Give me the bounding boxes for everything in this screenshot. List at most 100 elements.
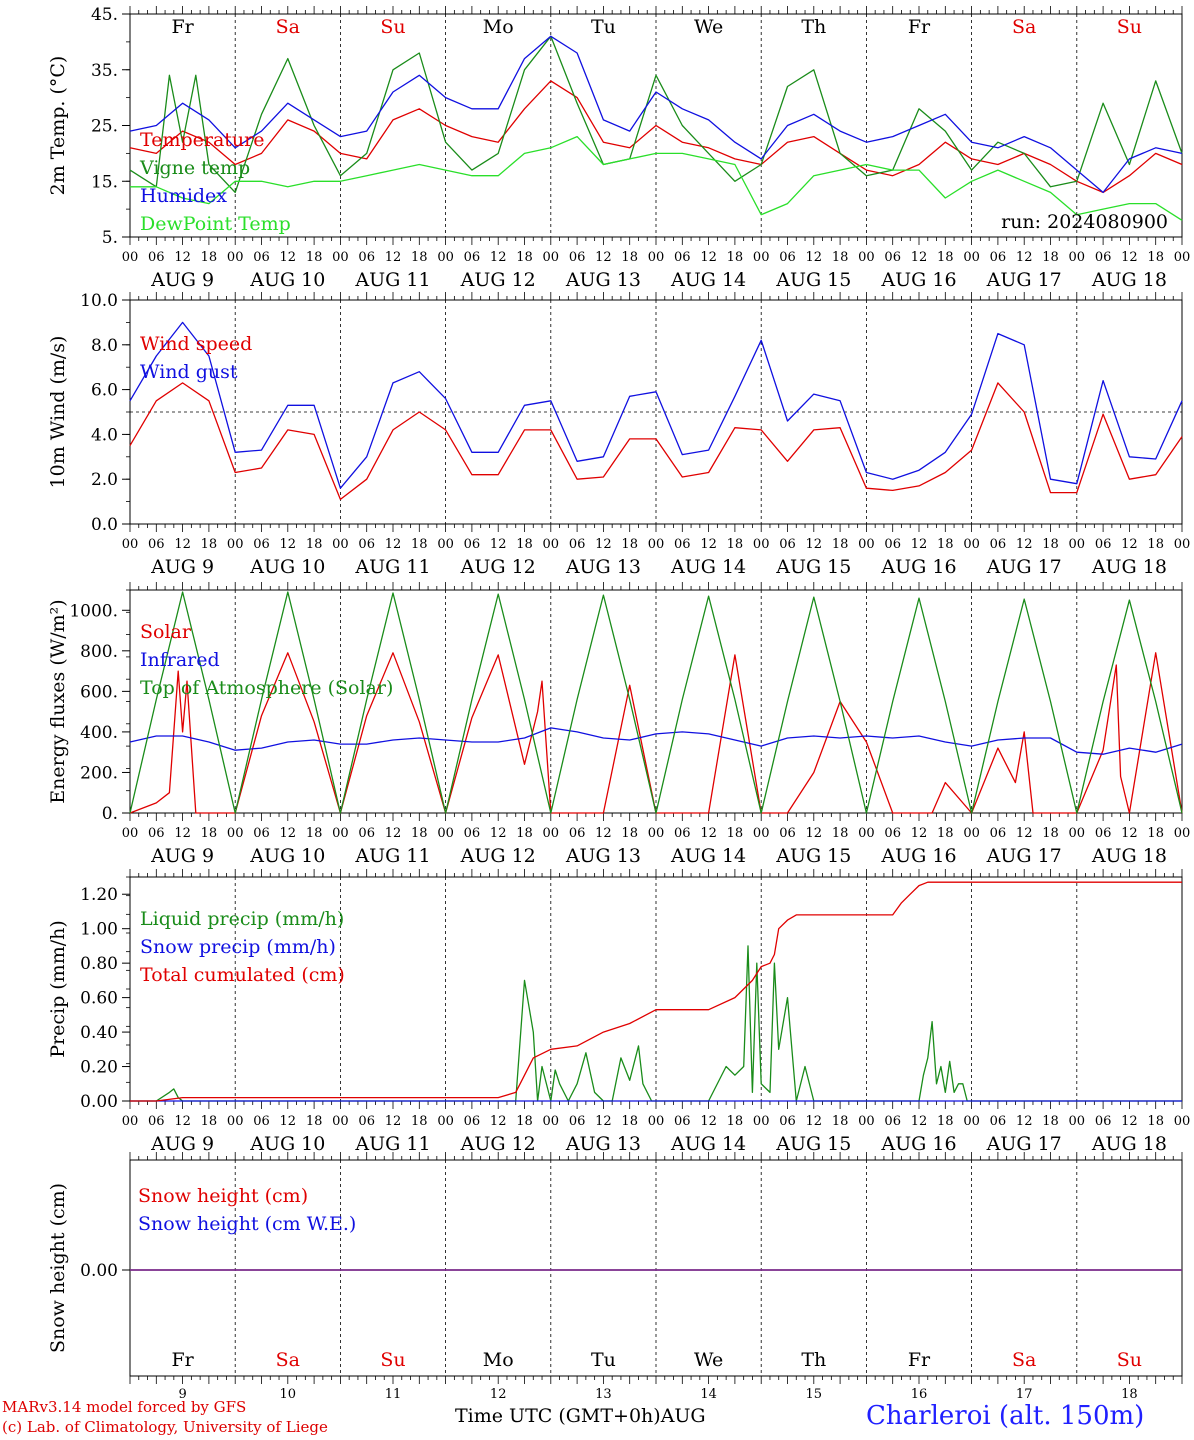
hour-tick-label: 18	[306, 537, 323, 552]
legend-entry: Wind speed	[140, 333, 252, 355]
hour-tick-label: 00	[1069, 537, 1086, 552]
series-line-wind-speed	[129, 382, 1183, 501]
hour-tick-label: 00	[858, 1114, 875, 1129]
day-name-bottom: Sa	[276, 1349, 300, 1371]
hour-tick-label: 18	[621, 1114, 638, 1129]
hour-tick-label: 12	[385, 250, 402, 265]
y-tick-label: 0.20	[80, 1058, 118, 1078]
series-line-vigne-temp	[129, 35, 1183, 194]
date-label: AUG 14	[670, 269, 746, 291]
date-label: AUG 12	[460, 1133, 536, 1155]
hour-tick-label: 12	[174, 250, 191, 265]
hour-tick-label: 06	[779, 1114, 796, 1129]
hour-tick-label: 18	[306, 826, 323, 841]
hour-tick-label: 06	[884, 1114, 901, 1129]
hour-tick-label: 12	[806, 1114, 823, 1129]
day-number: 18	[1121, 1387, 1138, 1402]
date-label: AUG 13	[565, 1133, 641, 1155]
hour-tick-label: 00	[753, 250, 770, 265]
hour-tick-label: 00	[227, 250, 244, 265]
hour-tick-label: 00	[437, 1114, 454, 1129]
date-label: AUG 17	[986, 556, 1062, 578]
day-name-top: Fr	[908, 16, 931, 38]
hour-tick-label: 12	[700, 1114, 717, 1129]
legend-entry: Snow height (cm W.E.)	[138, 1213, 356, 1235]
hour-tick-label: 00	[858, 826, 875, 841]
day-name-top: Mo	[483, 16, 514, 38]
day-name-bottom: Su	[1117, 1349, 1142, 1371]
series-line-top-of-atmosphere-solar-	[129, 591, 1183, 814]
hour-tick-label: 12	[1016, 1114, 1033, 1129]
hour-tick-label: 12	[490, 537, 507, 552]
date-label: AUG 12	[460, 556, 536, 578]
hour-tick-label: 06	[990, 250, 1007, 265]
hour-tick-label: 18	[1147, 250, 1164, 265]
hour-tick-label: 00	[437, 537, 454, 552]
date-label: AUG 10	[249, 1133, 325, 1155]
hour-tick-label: 18	[727, 826, 744, 841]
hour-tick-label: 18	[411, 826, 428, 841]
day-number: 14	[700, 1387, 717, 1402]
hour-tick-label: 12	[280, 1114, 297, 1129]
hour-tick-label: 18	[1147, 1114, 1164, 1129]
hour-tick-label: 00	[1174, 826, 1191, 841]
hour-tick-label: 06	[148, 1114, 165, 1129]
station-label: Charleroi (alt. 150m)	[866, 1401, 1145, 1431]
y-tick-label: 0.60	[80, 989, 118, 1009]
hour-tick-label: 18	[937, 250, 954, 265]
hour-tick-label: 00	[122, 1114, 139, 1129]
y-tick-label: 0.0	[91, 515, 118, 535]
date-label: AUG 11	[354, 1133, 430, 1155]
hour-tick-label: 00	[543, 1114, 560, 1129]
hour-tick-label: 18	[1042, 1114, 1059, 1129]
hour-tick-label: 00	[122, 250, 139, 265]
y-tick-label: 0.	[102, 804, 118, 824]
y-tick-label: 15.	[91, 172, 118, 192]
hour-tick-label: 06	[884, 537, 901, 552]
hour-tick-label: 12	[911, 826, 928, 841]
hour-tick-label: 06	[779, 250, 796, 265]
hour-tick-label: 12	[806, 537, 823, 552]
y-tick-label: 1000.	[69, 601, 118, 621]
panel-frame	[129, 589, 1183, 814]
hour-tick-label: 06	[884, 826, 901, 841]
legend-entry: Solar	[140, 621, 192, 643]
hour-tick-label: 12	[490, 1114, 507, 1129]
date-label: AUG 16	[880, 1133, 956, 1155]
hour-tick-label: 12	[280, 250, 297, 265]
date-label: AUG 15	[775, 1133, 851, 1155]
day-name-bottom: Sa	[1012, 1349, 1036, 1371]
hour-tick-label: 00	[122, 826, 139, 841]
legend-entry: Temperature	[140, 129, 264, 151]
day-name-top: We	[694, 16, 723, 38]
day-number: 12	[490, 1387, 507, 1402]
hour-tick-label: 12	[490, 826, 507, 841]
date-label: AUG 16	[880, 556, 956, 578]
legend-entry: Infrared	[140, 649, 220, 671]
date-label: AUG 10	[249, 556, 325, 578]
hour-tick-label: 06	[358, 537, 375, 552]
date-label: AUG 11	[354, 845, 430, 867]
hour-tick-label: 12	[700, 826, 717, 841]
hour-tick-label: 00	[543, 826, 560, 841]
hour-tick-label: 12	[1121, 537, 1138, 552]
date-label: AUG 15	[775, 845, 851, 867]
hour-tick-label: 06	[253, 1114, 270, 1129]
y-axis-title: 10m Wind (m/s)	[47, 336, 69, 489]
hour-tick-label: 18	[727, 250, 744, 265]
hour-tick-label: 18	[727, 1114, 744, 1129]
hour-tick-label: 18	[1042, 250, 1059, 265]
hour-tick-label: 18	[832, 250, 849, 265]
hour-tick-label: 06	[569, 250, 586, 265]
date-label: AUG 14	[670, 1133, 746, 1155]
day-name-bottom: Fr	[908, 1349, 931, 1371]
day-number: 13	[595, 1387, 612, 1402]
hour-tick-label: 00	[1174, 250, 1191, 265]
hour-tick-label: 18	[937, 537, 954, 552]
hour-tick-label: 00	[648, 537, 665, 552]
y-tick-label: 1.20	[80, 885, 118, 905]
hour-tick-label: 06	[674, 1114, 691, 1129]
hour-tick-label: 12	[174, 537, 191, 552]
hour-tick-label: 18	[937, 826, 954, 841]
